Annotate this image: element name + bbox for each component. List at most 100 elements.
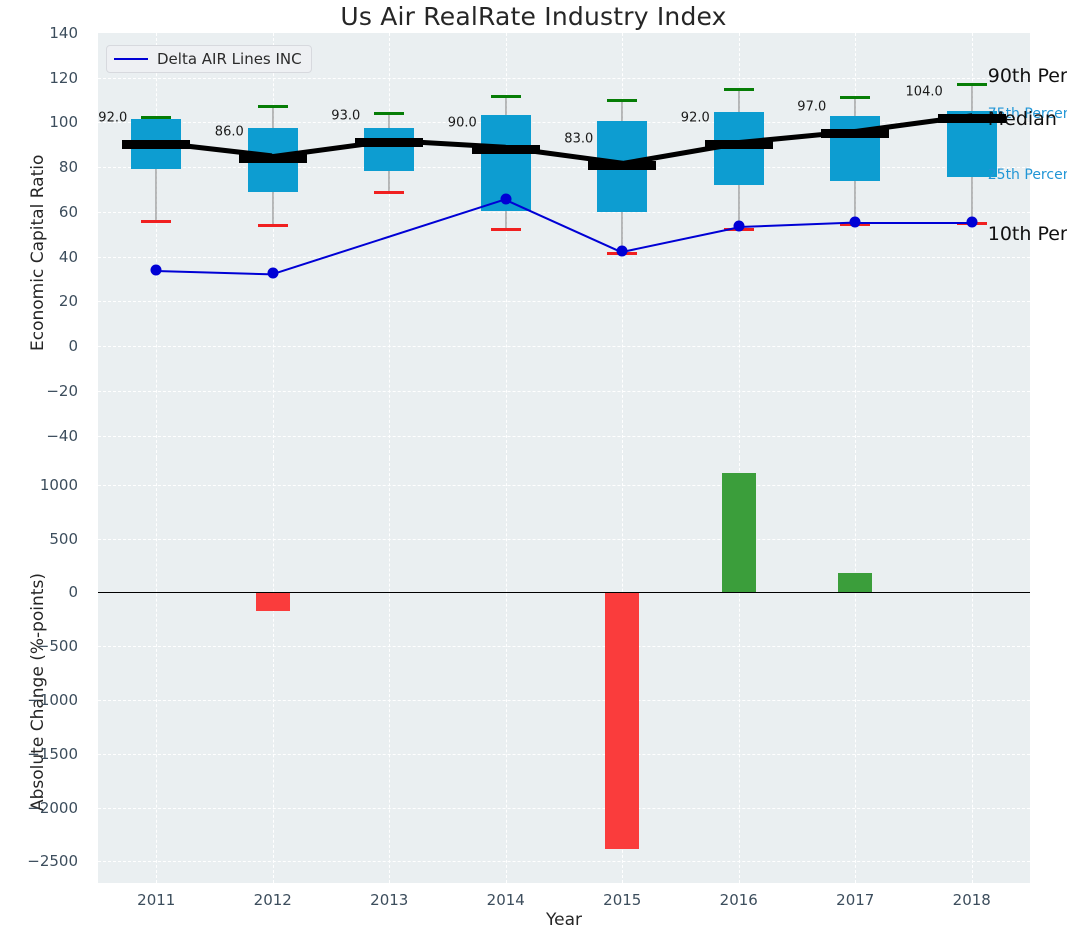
median-value-label: 83.0 <box>564 131 594 146</box>
gridline-vertical <box>971 458 973 883</box>
gridline-vertical <box>855 33 857 458</box>
bar-2012 <box>255 592 290 611</box>
delta-data-point <box>733 220 745 232</box>
median-bar <box>471 144 540 154</box>
median-bar <box>122 140 191 150</box>
bar-2015 <box>605 592 640 849</box>
median-value-label: 92.0 <box>98 110 128 126</box>
legend: Delta AIR Lines INC <box>106 45 312 73</box>
median-bar <box>821 129 890 139</box>
gridline-horizontal <box>98 167 1030 169</box>
median-bar <box>355 138 424 148</box>
whisker-cap-bottom <box>490 227 521 231</box>
whisker-cap-top <box>840 95 871 99</box>
gridline-vertical <box>622 33 624 458</box>
whisker-cap-top <box>607 98 638 102</box>
y-tick-label: −40 <box>46 426 78 445</box>
page-title: Us Air RealRate Industry Index <box>340 2 727 31</box>
gridline-vertical <box>738 458 740 883</box>
gridline-vertical <box>855 458 857 883</box>
x-tick-label-2012: 2012 <box>253 891 292 909</box>
gridline-horizontal <box>98 77 1030 79</box>
x-axis-label: Year <box>546 910 582 930</box>
gridline-horizontal <box>98 861 1030 863</box>
delta-data-point <box>966 216 978 228</box>
median-bar <box>704 140 773 150</box>
y-tick-label: 0 <box>68 583 78 602</box>
annotation-75th-percentile: 75th Percentile <box>987 106 1067 123</box>
x-tick-label-2015: 2015 <box>603 891 642 909</box>
gridline-vertical <box>389 458 391 883</box>
gridline-vertical <box>156 458 158 883</box>
median-value-label: 93.0 <box>331 108 361 124</box>
bar-2017 <box>838 572 873 593</box>
y-tick-label: 1000 <box>39 475 78 494</box>
annotation-10th-percentile: 10th Percentile <box>987 223 1067 245</box>
x-tick-label-2017: 2017 <box>836 891 875 909</box>
gridline-horizontal <box>98 301 1030 303</box>
x-tick-label-2014: 2014 <box>486 891 525 909</box>
gridline-vertical <box>505 33 507 458</box>
whisker-cap-top <box>956 83 987 87</box>
box <box>830 115 881 181</box>
boxplot-panel <box>98 33 1030 458</box>
y-tick-label: 60 <box>58 202 78 221</box>
median-bar <box>238 153 307 163</box>
x-tick-label-2016: 2016 <box>719 891 758 909</box>
whisker-cap-bottom <box>141 219 172 223</box>
median-value-label: 104.0 <box>905 84 943 100</box>
y-tick-label: 40 <box>58 247 78 266</box>
delta-line-segment <box>855 222 972 224</box>
delta-data-point <box>849 216 861 228</box>
box <box>364 128 415 171</box>
gridline-horizontal <box>98 700 1030 702</box>
y-tick-label: −2000 <box>27 798 78 817</box>
median-value-label: 97.0 <box>797 99 827 115</box>
gridline-horizontal <box>98 122 1030 124</box>
y-tick-label: 120 <box>49 68 78 87</box>
y-tick-label: 0 <box>68 337 78 356</box>
gridline-vertical <box>272 33 274 458</box>
whisker-cap-top <box>141 115 172 119</box>
x-tick-label-2018: 2018 <box>952 891 991 909</box>
median-value-label: 92.0 <box>680 110 710 126</box>
gridline-vertical <box>505 458 507 883</box>
annotation-25th-percentile: 25th Percentile <box>987 167 1067 184</box>
gridline-vertical <box>971 33 973 458</box>
annotation-90th-percentile: 90th Percentile <box>987 65 1067 88</box>
y-tick-label: 500 <box>49 529 78 548</box>
y-tick-label: −1500 <box>27 744 78 763</box>
gridline-vertical <box>389 33 391 458</box>
median-bar <box>937 113 1006 123</box>
y-tick-label: 100 <box>49 113 78 132</box>
gridline-horizontal <box>98 211 1030 213</box>
y-tick-label: 80 <box>58 158 78 177</box>
bar-2016 <box>721 473 756 593</box>
y-tick-label: −20 <box>46 381 78 400</box>
median-value-label: 86.0 <box>214 124 244 140</box>
whisker-cap-bottom <box>374 190 405 194</box>
gridline-vertical <box>738 33 740 458</box>
y-tick-label: 20 <box>58 292 78 311</box>
gridline-horizontal <box>98 346 1030 348</box>
x-tick-label-2013: 2013 <box>370 891 409 909</box>
gridline-horizontal <box>98 484 1030 486</box>
whisker-cap-top <box>490 94 521 98</box>
zero-line <box>98 592 1030 594</box>
delta-data-point <box>150 264 162 276</box>
gridline-horizontal <box>98 753 1030 755</box>
whisker-cap-top <box>723 87 754 91</box>
gridline-horizontal <box>98 390 1030 392</box>
gridline-horizontal <box>98 646 1030 648</box>
barchart-panel <box>98 458 1030 883</box>
legend-label: Delta AIR Lines INC <box>157 50 302 68</box>
median-bar <box>588 160 657 170</box>
y-tick-label: −2500 <box>27 852 78 871</box>
annotation-median: Median <box>987 107 1057 130</box>
y-tick-label: 140 <box>49 24 78 42</box>
gridline-horizontal <box>98 256 1030 258</box>
delta-data-point <box>500 193 512 205</box>
y-tick-label: −500 <box>36 637 78 656</box>
delta-data-point <box>267 267 279 279</box>
